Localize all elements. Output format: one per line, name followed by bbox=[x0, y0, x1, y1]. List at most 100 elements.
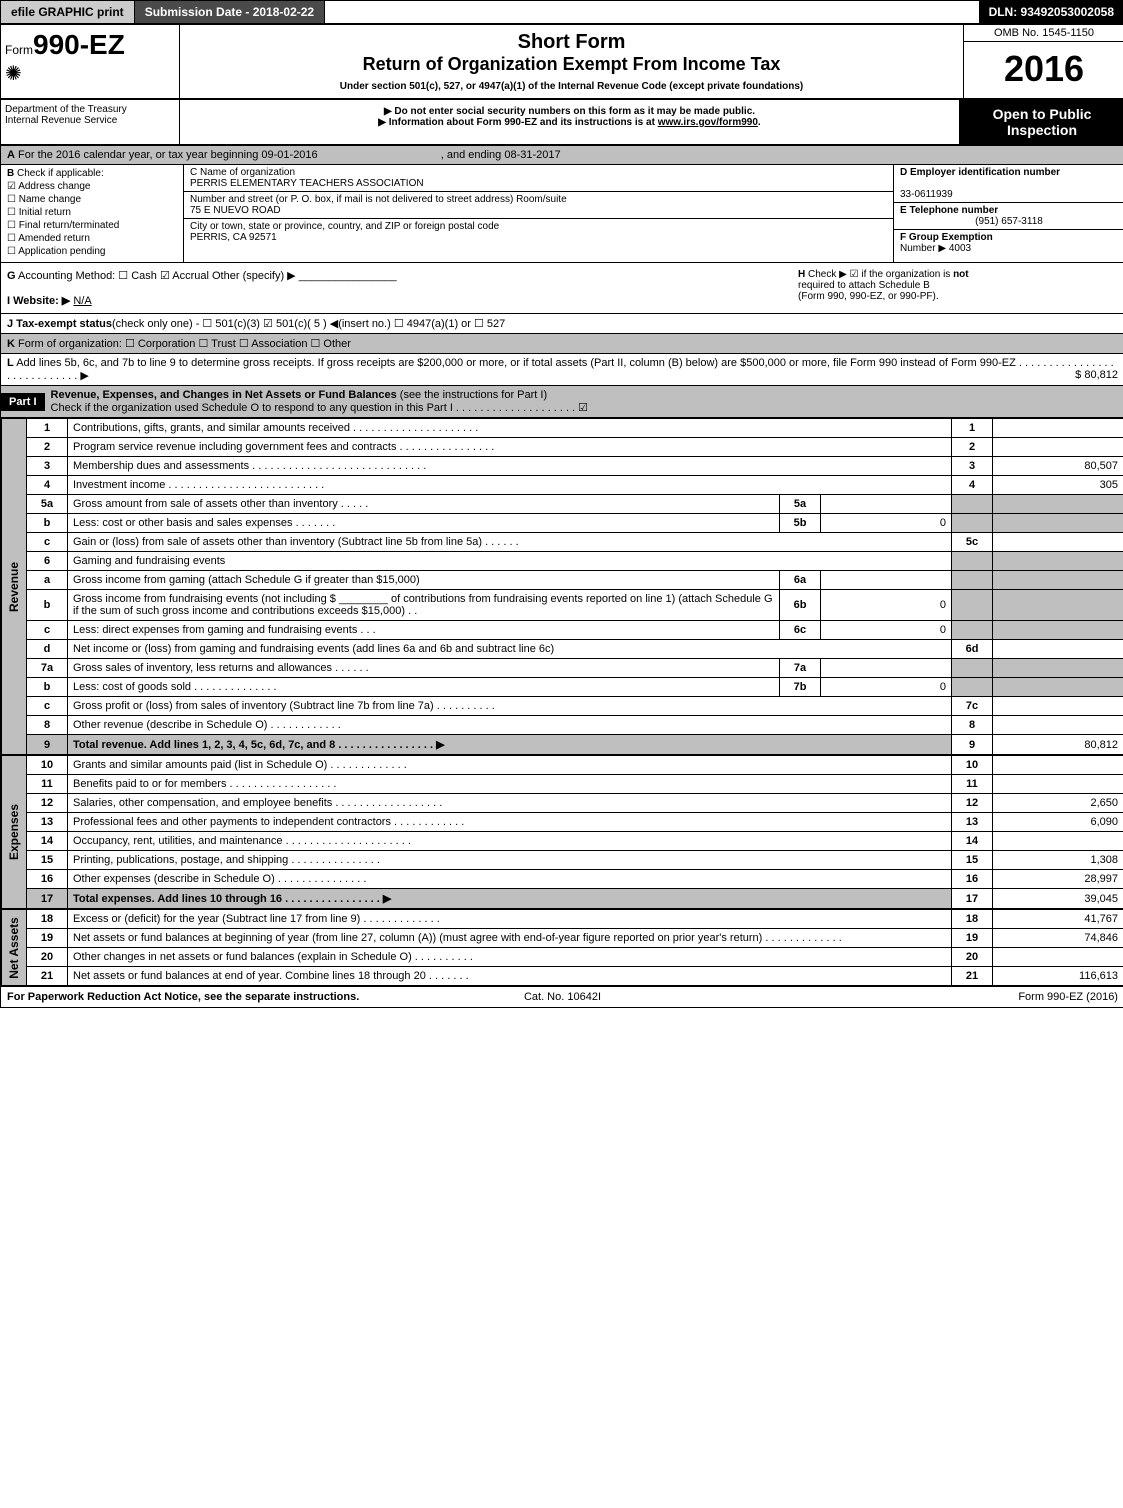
tel-label: E Telephone number bbox=[900, 205, 998, 216]
tax-year: 2016 bbox=[964, 42, 1123, 96]
row-j-label: J Tax-exempt status bbox=[7, 318, 112, 330]
ein-value: 33-0611939 bbox=[900, 189, 953, 200]
org-name-label: C Name of organization bbox=[190, 167, 295, 178]
top-bar: efile GRAPHIC print Submission Date - 20… bbox=[1, 1, 1123, 25]
notes-cell: ▶ Do not enter social security numbers o… bbox=[180, 100, 959, 144]
revenue-section: Revenue 1Contributions, gifts, grants, a… bbox=[1, 418, 1123, 755]
line-17: 17Total expenses. Add lines 10 through 1… bbox=[27, 889, 1123, 909]
irs-link[interactable]: www.irs.gov/form990 bbox=[658, 117, 758, 128]
col-b: B Check if applicable: ☑ Address change … bbox=[1, 165, 184, 262]
org-name-cell: C Name of organization PERRIS ELEMENTARY… bbox=[184, 165, 893, 192]
org-name: PERRIS ELEMENTARY TEACHERS ASSOCIATION bbox=[190, 178, 424, 189]
ein-cell: D Employer identification number 33-0611… bbox=[894, 165, 1123, 203]
grp-label: F Group Exemption bbox=[900, 232, 993, 243]
efile-print-button[interactable]: efile GRAPHIC print bbox=[1, 1, 135, 23]
expenses-side-label: Expenses bbox=[1, 755, 26, 909]
part1-instr: (see the instructions for Part I) bbox=[400, 389, 547, 401]
form-container: efile GRAPHIC print Submission Date - 20… bbox=[0, 0, 1123, 1008]
footer-right: Form 990-EZ (2016) bbox=[748, 991, 1118, 1003]
row-h-text3: (Form 990, 990-EZ, or 990-PF). bbox=[798, 291, 939, 302]
footer-left: For Paperwork Reduction Act Notice, see … bbox=[7, 991, 377, 1003]
tel-cell: E Telephone number (951) 657-3118 bbox=[894, 203, 1123, 230]
line-5c: cGain or (loss) from sale of assets othe… bbox=[27, 533, 1123, 552]
line-13: 13Professional fees and other payments t… bbox=[27, 813, 1123, 832]
line-6b: bGross income from fundraising events (n… bbox=[27, 590, 1123, 621]
col-c: C Name of organization PERRIS ELEMENTARY… bbox=[184, 165, 894, 262]
col-b-label: B bbox=[7, 168, 14, 179]
line-15: 15Printing, publications, postage, and s… bbox=[27, 851, 1123, 870]
form-prefix: Form bbox=[5, 43, 33, 57]
row-k-text: Form of organization: ☐ Corporation ☐ Tr… bbox=[18, 338, 351, 350]
part1-check: Check if the organization used Schedule … bbox=[51, 402, 589, 414]
return-title: Return of Organization Exempt From Incom… bbox=[186, 54, 957, 75]
line-6c: cLess: direct expenses from gaming and f… bbox=[27, 621, 1123, 640]
row-h-text2: required to attach Schedule B bbox=[798, 280, 930, 291]
open-public: Open to Public bbox=[993, 106, 1092, 122]
line-9: 9Total revenue. Add lines 1, 2, 3, 4, 5c… bbox=[27, 735, 1123, 755]
chk-initial-return[interactable]: ☐ Initial return bbox=[7, 207, 177, 218]
ein-label: D Employer identification number bbox=[900, 167, 1060, 178]
org-addr-label: Number and street (or P. O. box, if mail… bbox=[190, 194, 567, 205]
info-grid: B Check if applicable: ☑ Address change … bbox=[1, 165, 1123, 263]
chk-amended-return[interactable]: ☐ Amended return bbox=[7, 233, 177, 244]
chk-application-pending[interactable]: ☐ Application pending bbox=[7, 246, 177, 257]
submission-date-button[interactable]: Submission Date - 2018-02-22 bbox=[135, 1, 325, 23]
org-city-label: City or town, state or province, country… bbox=[190, 221, 499, 232]
chk-address-change[interactable]: ☑ Address change bbox=[7, 181, 177, 192]
row-i-label: I Website: ▶ bbox=[7, 295, 70, 307]
line-7c: cGross profit or (loss) from sales of in… bbox=[27, 697, 1123, 716]
row-h-text1: Check ▶ ☑ if the organization is bbox=[808, 269, 953, 280]
chk-final-return[interactable]: ☐ Final return/terminated bbox=[7, 220, 177, 231]
irs-label: Internal Revenue Service bbox=[5, 115, 117, 126]
dln-label: DLN: 93492053002058 bbox=[979, 1, 1123, 23]
tel-value: (951) 657-3118 bbox=[900, 216, 1118, 227]
row-h-label: H bbox=[798, 269, 805, 280]
row-a-ending: , and ending 08-31-2017 bbox=[441, 149, 561, 161]
expenses-table: 10Grants and similar amounts paid (list … bbox=[26, 755, 1123, 909]
row-gh: G Accounting Method: ☐ Cash ☑ Accrual Ot… bbox=[1, 263, 1123, 314]
line-14: 14Occupancy, rent, utilities, and mainte… bbox=[27, 832, 1123, 851]
row-l-label: L bbox=[7, 357, 14, 369]
part1-label: Part I bbox=[1, 393, 45, 411]
header-row: Form990-EZ ✺ Short Form Return of Organi… bbox=[1, 25, 1123, 100]
irs-eagle-icon: ✺ bbox=[5, 61, 175, 86]
line-6d: dNet income or (loss) from gaming and fu… bbox=[27, 640, 1123, 659]
omb-number: OMB No. 1545-1150 bbox=[964, 25, 1123, 42]
line-2: 2Program service revenue including gover… bbox=[27, 438, 1123, 457]
line-19: 19Net assets or fund balances at beginni… bbox=[27, 929, 1123, 948]
row-j: J Tax-exempt status(check only one) - ☐ … bbox=[1, 314, 1123, 334]
part1-title: Revenue, Expenses, and Changes in Net As… bbox=[51, 389, 397, 401]
netassets-table: 18Excess or (deficit) for the year (Subt… bbox=[26, 909, 1123, 986]
revenue-side-label: Revenue bbox=[1, 418, 26, 755]
dept-treasury: Department of the Treasury bbox=[5, 104, 127, 115]
row-k: K Form of organization: ☐ Corporation ☐ … bbox=[1, 334, 1123, 354]
row-l-amount: $ 80,812 bbox=[1075, 369, 1118, 381]
revenue-table: 1Contributions, gifts, grants, and simil… bbox=[26, 418, 1123, 755]
chk-name-change[interactable]: ☐ Name change bbox=[7, 194, 177, 205]
row-g-underline: ________________ bbox=[299, 270, 397, 282]
header-center: Short Form Return of Organization Exempt… bbox=[180, 25, 963, 98]
row-l: L Add lines 5b, 6c, and 7b to line 9 to … bbox=[1, 354, 1123, 386]
org-addr: 75 E NUEVO ROAD bbox=[190, 205, 281, 216]
netassets-section: Net Assets 18Excess or (deficit) for the… bbox=[1, 909, 1123, 986]
short-form-title: Short Form bbox=[186, 31, 957, 54]
footer-center: Cat. No. 10642I bbox=[377, 991, 747, 1003]
form-number: 990-EZ bbox=[33, 29, 125, 60]
row-g-text: Accounting Method: ☐ Cash ☑ Accrual Othe… bbox=[18, 270, 296, 282]
line-8: 8Other revenue (describe in Schedule O) … bbox=[27, 716, 1123, 735]
grp-num-label: Number ▶ bbox=[900, 243, 946, 254]
line-11: 11Benefits paid to or for members . . . … bbox=[27, 775, 1123, 794]
line-7b: bLess: cost of goods sold . . . . . . . … bbox=[27, 678, 1123, 697]
check-if-applicable: Check if applicable: bbox=[17, 168, 104, 179]
line-7a: 7aGross sales of inventory, less returns… bbox=[27, 659, 1123, 678]
netassets-side-label: Net Assets bbox=[1, 909, 26, 986]
open-public-cell: Open to Public Inspection bbox=[959, 100, 1123, 144]
line-6a: aGross income from gaming (attach Schedu… bbox=[27, 571, 1123, 590]
line-21: 21Net assets or fund balances at end of … bbox=[27, 967, 1123, 986]
row-a-text: For the 2016 calendar year, or tax year … bbox=[18, 149, 318, 161]
row-a-label: A bbox=[7, 149, 15, 161]
under-section: Under section 501(c), 527, or 4947(a)(1)… bbox=[186, 81, 957, 92]
row-l-text: Add lines 5b, 6c, and 7b to line 9 to de… bbox=[7, 357, 1114, 382]
line-16: 16Other expenses (describe in Schedule O… bbox=[27, 870, 1123, 889]
col-d: D Employer identification number 33-0611… bbox=[894, 165, 1123, 262]
